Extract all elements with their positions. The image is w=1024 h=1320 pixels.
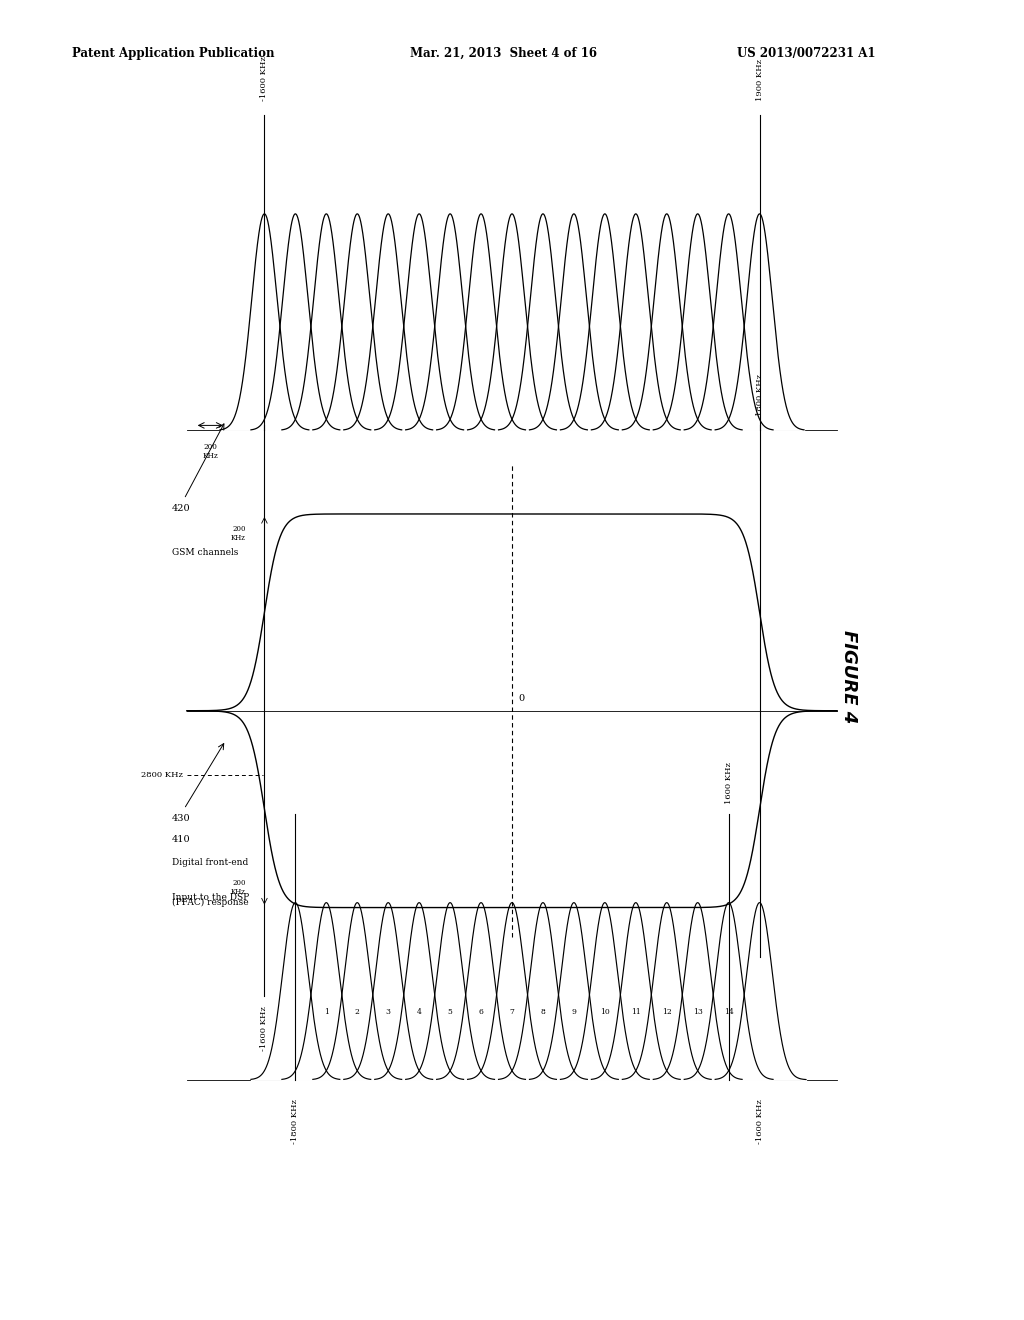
Text: -1600 KHz: -1600 KHz: [260, 55, 268, 100]
Text: 7: 7: [510, 1008, 514, 1016]
Text: FIGURE 4: FIGURE 4: [841, 630, 858, 723]
Text: 5: 5: [447, 1008, 453, 1016]
Text: 430: 430: [172, 814, 190, 824]
Text: 4: 4: [417, 1008, 422, 1016]
Text: Patent Application Publication: Patent Application Publication: [72, 46, 274, 59]
Text: GSM channels: GSM channels: [172, 548, 238, 557]
Text: 10: 10: [600, 1008, 609, 1016]
Text: -1600 KHz: -1600 KHz: [260, 1006, 268, 1051]
Text: 1800 KHz: 1800 KHz: [756, 374, 764, 416]
Text: 420: 420: [172, 504, 190, 513]
Text: 12: 12: [662, 1008, 672, 1016]
Text: 9: 9: [571, 1008, 577, 1016]
Text: Digital front-end: Digital front-end: [172, 858, 248, 867]
Text: 2800 KHz: 2800 KHz: [140, 771, 182, 779]
Text: US 2013/0072231 A1: US 2013/0072231 A1: [737, 46, 876, 59]
Text: 13: 13: [693, 1008, 702, 1016]
Text: (PFAC) response: (PFAC) response: [172, 898, 248, 907]
Text: 410: 410: [172, 834, 190, 843]
Text: 3: 3: [386, 1008, 391, 1016]
Text: 2: 2: [355, 1008, 359, 1016]
Text: 1600 KHz: 1600 KHz: [725, 763, 732, 804]
Text: Input to the DSP: Input to the DSP: [172, 892, 249, 902]
Text: 200
KHz: 200 KHz: [203, 444, 218, 461]
Text: 8: 8: [541, 1008, 546, 1016]
Text: 200
KHz: 200 KHz: [231, 525, 246, 543]
Text: 1: 1: [324, 1008, 329, 1016]
Text: 14: 14: [724, 1008, 733, 1016]
Text: -1600 KHz: -1600 KHz: [756, 1100, 764, 1144]
Text: -1800 KHz: -1800 KHz: [292, 1100, 299, 1144]
Text: 6: 6: [478, 1008, 483, 1016]
Text: 11: 11: [631, 1008, 641, 1016]
Text: 1900 KHz: 1900 KHz: [756, 58, 764, 100]
Text: 200
KHz: 200 KHz: [231, 879, 246, 896]
Text: Mar. 21, 2013  Sheet 4 of 16: Mar. 21, 2013 Sheet 4 of 16: [410, 46, 597, 59]
Text: 0: 0: [518, 694, 524, 702]
